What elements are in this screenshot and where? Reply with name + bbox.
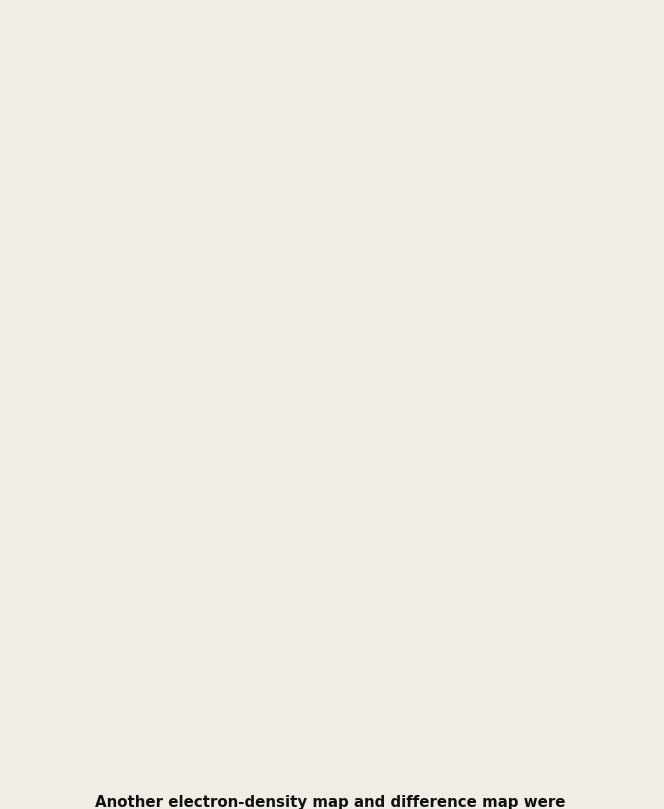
Text: Another electron-density map and difference map were: Another electron-density map and differe… [95,795,565,809]
